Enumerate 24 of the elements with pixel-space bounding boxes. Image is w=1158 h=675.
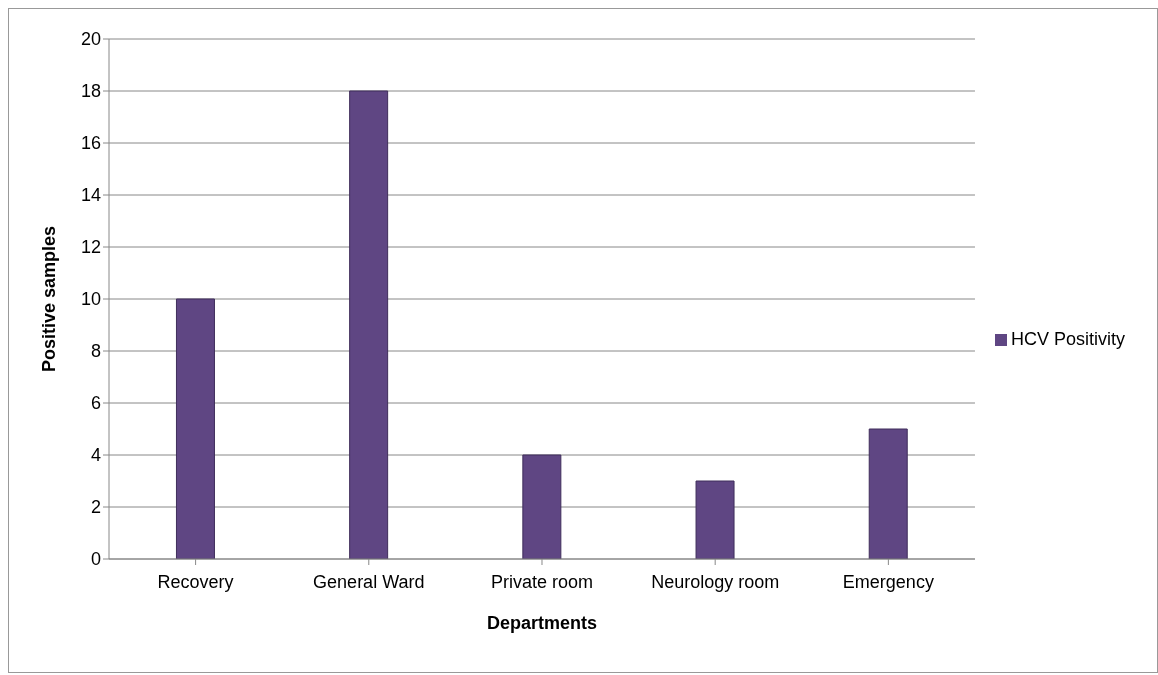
x-axis-title: Departments xyxy=(486,613,597,633)
x-tick-label: Recovery xyxy=(157,571,234,592)
x-tick-label: General Ward xyxy=(313,571,425,592)
x-tick-label: Neurology room xyxy=(651,571,780,592)
bar xyxy=(175,298,215,559)
y-tick-label: 0 xyxy=(90,549,101,570)
y-tick-label: 10 xyxy=(80,289,101,310)
y-tick-label: 14 xyxy=(80,185,101,206)
y-tick-label: 20 xyxy=(80,29,101,50)
y-tick-label: 8 xyxy=(90,341,101,362)
legend-label: HCV Positivity xyxy=(1010,328,1125,349)
y-tick-label: 16 xyxy=(80,133,101,154)
y-tick-label: 2 xyxy=(90,497,101,518)
y-tick-label: 4 xyxy=(90,445,101,466)
y-tick-label: 12 xyxy=(80,237,101,258)
y-tick-label: 18 xyxy=(80,81,101,102)
bar xyxy=(349,90,389,559)
bar xyxy=(868,428,908,559)
bar xyxy=(522,454,562,559)
y-tick-label: 6 xyxy=(90,393,101,414)
x-tick-label: Private room xyxy=(490,571,594,592)
x-tick-label: Emergency xyxy=(842,571,934,592)
y-axis-title: Positive samples xyxy=(39,225,60,373)
bar xyxy=(695,480,735,559)
